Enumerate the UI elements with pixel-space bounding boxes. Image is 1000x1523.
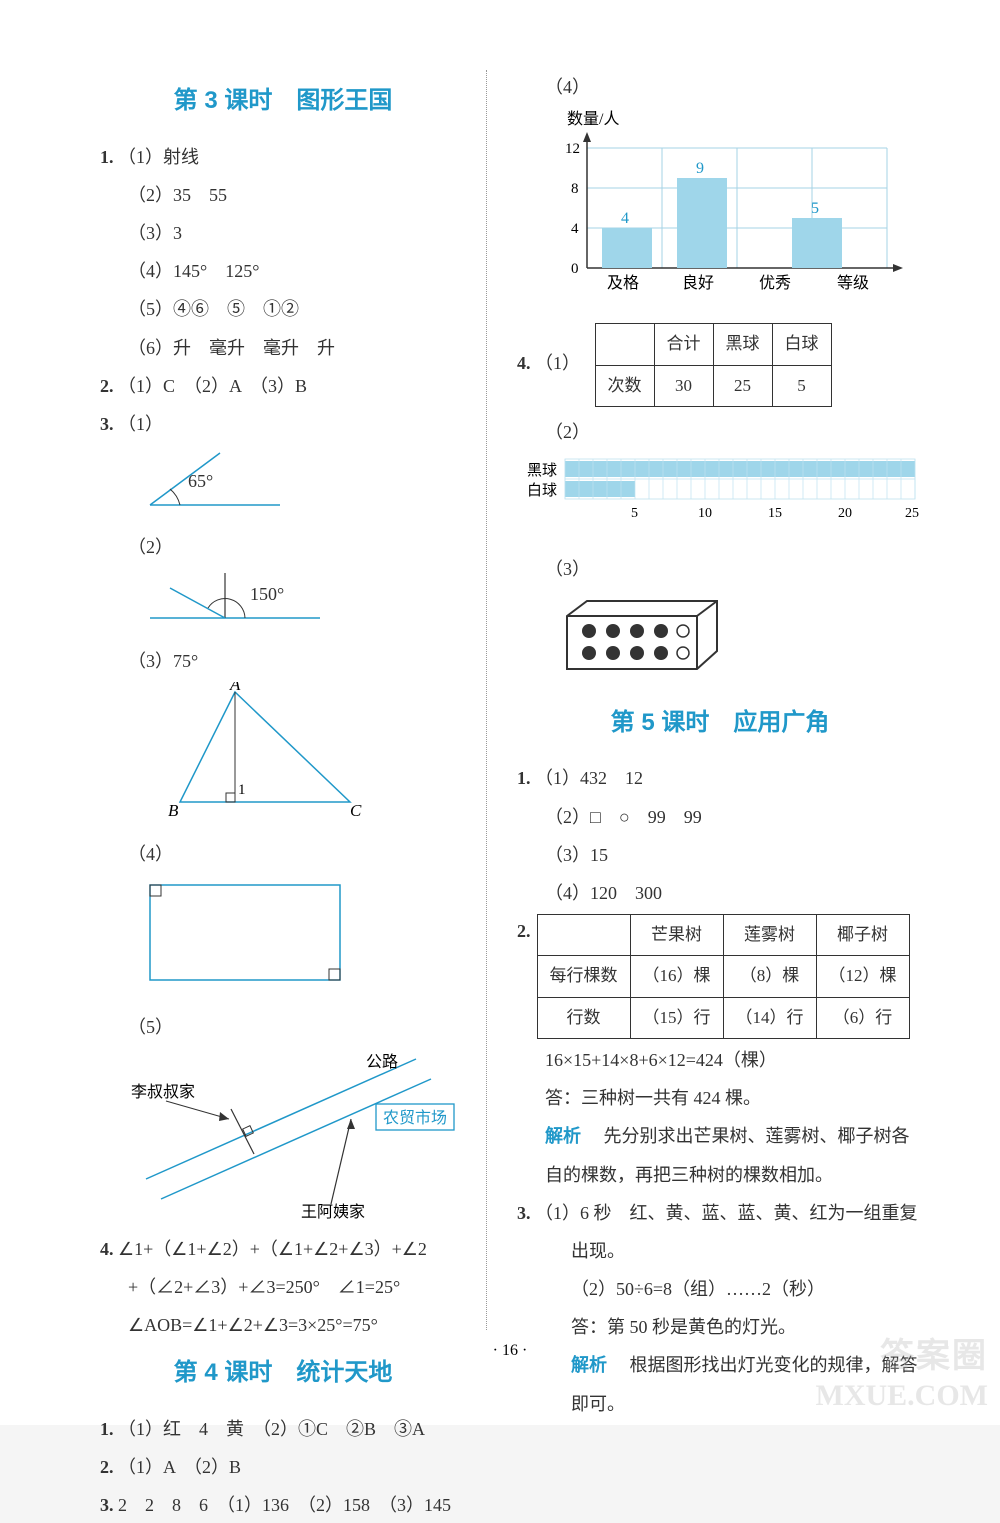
table-balls: 合计 黑球 白球 次数 30 25 5 — [595, 323, 832, 407]
q3-3: （3）75° — [100, 644, 466, 678]
page: 第 3 课时 图形王国 1. （1）射线 （2）35 55 （3）3 （4）14… — [0, 0, 1000, 1425]
svg-text:A: A — [229, 682, 241, 694]
svg-text:12: 12 — [565, 141, 580, 157]
s5-q3-2: （2）50÷6=8（组）……2（秒） — [517, 1272, 923, 1306]
svg-text:1: 1 — [238, 782, 246, 798]
angle-65-diagram: 65° — [140, 445, 466, 526]
jiexi-label: 解析 — [545, 1126, 581, 1146]
svg-text:优秀: 优秀 — [759, 274, 791, 292]
s4-q2: 2. （1）A （2）B — [100, 1450, 466, 1484]
q3: 3. （1） — [100, 407, 466, 441]
bar-chart: 数量/人 — [537, 108, 923, 319]
section-5-title: 第 5 课时 应用广角 — [517, 700, 923, 746]
r-q4b-2: （2） — [517, 415, 923, 449]
q4-l2: +（∠2+∠3）+∠3=250° ∠1=25° — [100, 1270, 466, 1304]
svg-text:白球: 白球 — [527, 482, 557, 499]
svg-text:150°: 150° — [250, 584, 284, 604]
angle-65-label: 65° — [188, 471, 213, 491]
section-3-title: 第 3 课时 图形王国 — [100, 78, 466, 124]
svg-text:数量/人: 数量/人 — [567, 110, 619, 128]
svg-text:及格: 及格 — [607, 274, 639, 292]
q2-num: 2. — [100, 376, 114, 396]
s5-q3-exp: 解析 根据图形找出灯光变化的规律，解答 — [517, 1348, 923, 1382]
svg-text:C: C — [350, 801, 362, 820]
svg-text:黑球: 黑球 — [527, 462, 557, 479]
svg-text:4: 4 — [571, 221, 579, 237]
triangle-diagram: A B C 1 — [140, 682, 466, 833]
q2-ans: （1）C （2）A （3）B — [118, 376, 307, 396]
q4-num: 4. — [100, 1239, 114, 1259]
strip-chart: 黑球 白球 5 10 15 20 25 — [523, 453, 923, 552]
q1-3: （3）3 — [100, 216, 466, 250]
q3-2: （2） — [100, 530, 466, 564]
s5-q2-exp: 解析 先分别求出芒果树、莲雾树、椰子树各 — [517, 1119, 923, 1153]
r-q4b: 4. （1） 合计 黑球 白球 次数 30 25 5 — [517, 319, 923, 411]
svg-text:9: 9 — [696, 160, 704, 177]
svg-text:5: 5 — [811, 200, 819, 217]
road-diagram: 李叔叔家 公路 农贸市场 王阿姨家 — [126, 1049, 466, 1230]
watermark-top: 答案圈 — [880, 1328, 988, 1377]
q1-4: （4）145° 125° — [100, 254, 466, 288]
q4-l1: ∠1+（∠1+∠2）+（∠1+∠2+∠3）+∠2 — [118, 1239, 427, 1259]
q1-6: （6）升 毫升 毫升 升 — [100, 331, 466, 365]
q1-num: 1. — [100, 147, 114, 167]
section-4-title: 第 4 课时 统计天地 — [100, 1350, 466, 1396]
s5-q2-calc: 16×15+14×8+6×12=424（棵） — [517, 1043, 923, 1077]
r-q4-prefix: （4） — [517, 70, 923, 104]
svg-text:10: 10 — [698, 506, 712, 521]
svg-text:25: 25 — [905, 506, 919, 521]
s4-q1: 1. （1）红 4 黄 （2）①C ②B ③A — [100, 1412, 466, 1446]
angle-150-diagram: 150° — [140, 568, 466, 639]
svg-text:5: 5 — [631, 506, 638, 521]
q3-4: （4） — [100, 837, 466, 871]
q3-5: （5） — [100, 1010, 466, 1044]
q1: 1. （1）射线 — [100, 140, 466, 174]
q1-1: （1）射线 — [118, 147, 199, 167]
r-q4b-3: （3） — [517, 552, 923, 586]
s5-q1-3: （3）15 — [517, 838, 923, 872]
svg-text:公路: 公路 — [366, 1053, 398, 1071]
q4-l3: ∠AOB=∠1+∠2+∠3=3×25°=75° — [100, 1308, 466, 1342]
left-column: 第 3 课时 图形王国 1. （1）射线 （2）35 55 （3）3 （4）14… — [100, 70, 487, 1330]
s5-q3-ans: 答：第 50 秒是黄色的灯光。 — [517, 1310, 923, 1344]
svg-text:15: 15 — [768, 506, 782, 521]
s5-q3: 3. （1）6 秒 红、黄、蓝、蓝、黄、红为一组重复 — [517, 1196, 923, 1230]
right-column: （4） 数量/人 — [517, 70, 923, 1330]
svg-text:8: 8 — [571, 181, 579, 197]
svg-text:0: 0 — [571, 261, 579, 277]
svg-text:20: 20 — [838, 506, 852, 521]
s5-q1: 1. （1）432 12 — [517, 761, 923, 795]
box-diagram — [557, 591, 923, 692]
q1-2: （2）35 55 — [100, 178, 466, 212]
svg-text:B: B — [168, 801, 179, 820]
q1-5: （5）④⑥ ⑤ ①② — [100, 292, 466, 326]
s5-q2-ans: 答：三种树一共有 424 棵。 — [517, 1081, 923, 1115]
q3-num: 3. — [100, 414, 114, 434]
s5-q1-2: （2）□ ○ 99 99 — [517, 800, 923, 834]
s5-q1-4: （4）120 300 — [517, 876, 923, 910]
svg-text:等级: 等级 — [837, 274, 869, 292]
svg-text:王阿姨家: 王阿姨家 — [301, 1203, 365, 1219]
svg-text:农贸市场: 农贸市场 — [383, 1109, 447, 1127]
s4-q3: 3. 2 2 8 6 （1）136 （2）158 （3）145 — [100, 1488, 466, 1522]
s5-q2: 2. 芒果树 莲雾树 椰子树 每行棵数 （16）棵 （8）棵 （12）棵 — [517, 914, 923, 1039]
q4: 4. ∠1+（∠1+∠2）+（∠1+∠2+∠3）+∠2 — [100, 1232, 466, 1266]
table-trees: 芒果树 莲雾树 椰子树 每行棵数 （16）棵 （8）棵 （12）棵 行数 （15… — [537, 914, 910, 1039]
two-column-layout: 第 3 课时 图形王国 1. （1）射线 （2）35 55 （3）3 （4）14… — [100, 70, 920, 1330]
svg-text:良好: 良好 — [682, 274, 714, 292]
watermark-bottom: MXUE.COM — [816, 1379, 988, 1413]
q2: 2. （1）C （2）A （3）B — [100, 369, 466, 403]
rectangle-diagram — [140, 875, 466, 1006]
s5-q2-exp2: 自的棵数，再把三种树的棵数相加。 — [517, 1158, 923, 1192]
s5-q3-1b: 出现。 — [517, 1234, 923, 1268]
svg-text:4: 4 — [621, 210, 629, 227]
q3-1: （1） — [118, 414, 163, 434]
svg-text:李叔叔家: 李叔叔家 — [131, 1083, 195, 1101]
